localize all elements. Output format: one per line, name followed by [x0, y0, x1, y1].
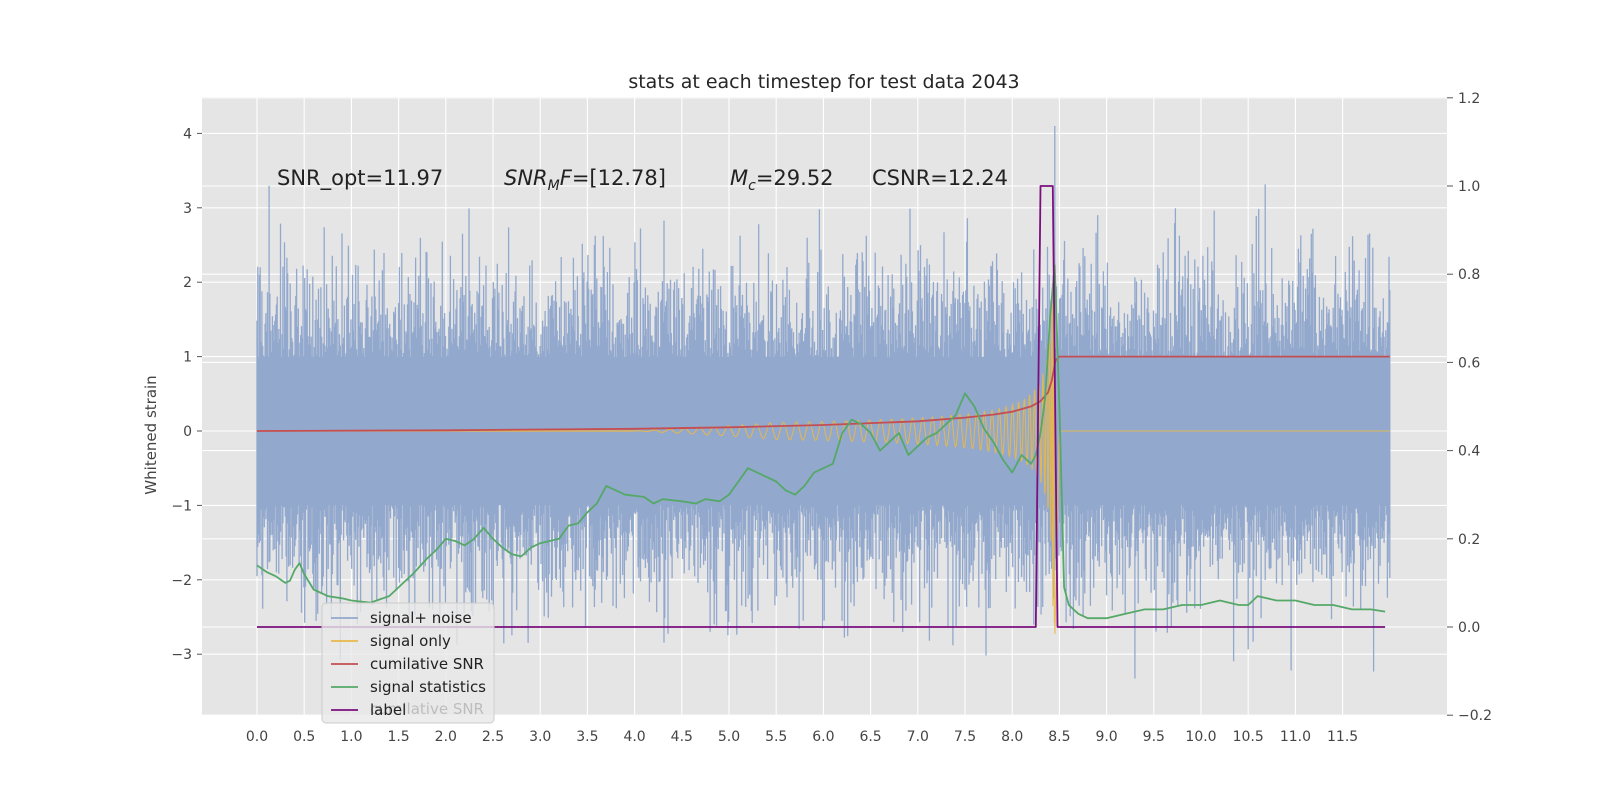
x-tick-label: 10.0	[1185, 729, 1216, 745]
annotations: SNR_opt=11.97 SNRMF=[12.78] Mc=29.52 CSN…	[277, 166, 1008, 194]
y-tick-label: 4	[183, 126, 192, 142]
legend-label: signal+ noise	[370, 609, 472, 627]
series-signal-statistics	[256, 264, 1386, 620]
x-tick-label: 11.5	[1327, 729, 1358, 745]
y-tick-label: −1	[171, 498, 192, 514]
annotation-csnr: CSNR=12.24	[872, 166, 1008, 190]
y2-tick-label: 0.2	[1458, 532, 1480, 548]
annotation-snr-mf: SNRMF=[12.78]	[504, 166, 666, 194]
x-tick-label: 7.0	[907, 729, 929, 745]
y-axis-label: Whitened strain	[142, 375, 160, 494]
y-tick-label: 0	[183, 424, 192, 440]
x-tick-label: 0.5	[293, 729, 315, 745]
x-tick-label: 7.5	[954, 729, 976, 745]
x-tick-label: 3.0	[529, 729, 551, 745]
y-tick-label: −3	[171, 647, 192, 663]
x-tick-label: 2.0	[435, 729, 457, 745]
x-tick-label: 11.0	[1280, 729, 1311, 745]
legend-label: signal statistics	[370, 678, 486, 696]
annotation-mc-sub: c	[748, 178, 756, 194]
x-tick-label: 8.0	[1001, 729, 1023, 745]
annotation-snr-mf-value: =[12.78]	[572, 166, 666, 190]
annotation-mc: Mc=29.52	[730, 166, 834, 194]
y2-tick-label: 1.2	[1458, 91, 1480, 107]
series-signal-only	[634, 244, 1390, 635]
legend-ghost-text: cumilative SNR	[370, 700, 484, 718]
y2-tick-label: 0.0	[1458, 620, 1480, 636]
annotation-snr-mf-sub: M	[548, 178, 560, 194]
x-tick-label: 3.5	[576, 729, 598, 745]
series-label	[257, 185, 1386, 628]
line-series	[256, 185, 1390, 628]
x-tick-label: 0.0	[246, 729, 268, 745]
y2-tick-label: −0.2	[1458, 708, 1492, 724]
legend-items: signal+ noise signal only cumilative SNR si…	[331, 609, 486, 719]
y-tick-label: 3	[183, 201, 192, 217]
annotation-mc-symbol: M	[730, 166, 748, 190]
x-tick-label: 2.5	[482, 729, 504, 745]
y2-axis-ticks: 1.2 1.0 0.8 0.6 0.4 0.2 0.0 −0.2	[1447, 91, 1492, 724]
y-axis-ticks: 4 3 2 1 0 −1 −2 −3	[171, 126, 202, 663]
legend-box	[321, 602, 495, 724]
chart-title: stats at each timestep for test data 204…	[628, 71, 1019, 93]
y2-tick-label: 1.0	[1458, 179, 1480, 195]
x-tick-label: 8.5	[1048, 729, 1070, 745]
x-tick-label: 9.0	[1095, 729, 1117, 745]
x-tick-label: 1.5	[387, 729, 409, 745]
annotation-snr-opt: SNR_opt=11.97	[277, 166, 443, 191]
legend-label: cumilative SNR	[370, 655, 484, 673]
annotation-snr-mf-rest: F	[560, 166, 573, 190]
x-tick-label: 5.5	[765, 729, 787, 745]
legend-label: signal only	[370, 632, 451, 650]
legend: cumilative SNR signal+ noise signal only c…	[321, 602, 495, 724]
y2-tick-label: 0.4	[1458, 444, 1480, 460]
x-axis-ticks: 0.0 0.5 1.0 1.5 2.0 2.5 3.0 3.5 4.0 4.5 5.0 5.5 6.0 6…	[246, 729, 1358, 745]
x-tick-label: 10.5	[1233, 729, 1264, 745]
y-tick-label: −2	[171, 573, 192, 589]
y-tick-label: 2	[183, 275, 192, 291]
x-tick-label: 1.0	[340, 729, 362, 745]
x-tick-label: 6.0	[812, 729, 834, 745]
x-tick-label: 9.5	[1143, 729, 1165, 745]
y2-tick-label: 0.8	[1458, 267, 1480, 283]
x-tick-label: 6.5	[859, 729, 881, 745]
x-tick-label: 4.5	[671, 729, 693, 745]
annotation-snr-mf-symbol: SNR	[504, 166, 548, 190]
legend-label: label	[370, 701, 406, 719]
annotation-mc-value: =29.52	[756, 166, 834, 190]
y2-tick-label: 0.6	[1458, 355, 1480, 371]
x-tick-label: 4.0	[623, 729, 645, 745]
y-tick-label: 1	[183, 350, 192, 366]
x-tick-label: 5.0	[718, 729, 740, 745]
